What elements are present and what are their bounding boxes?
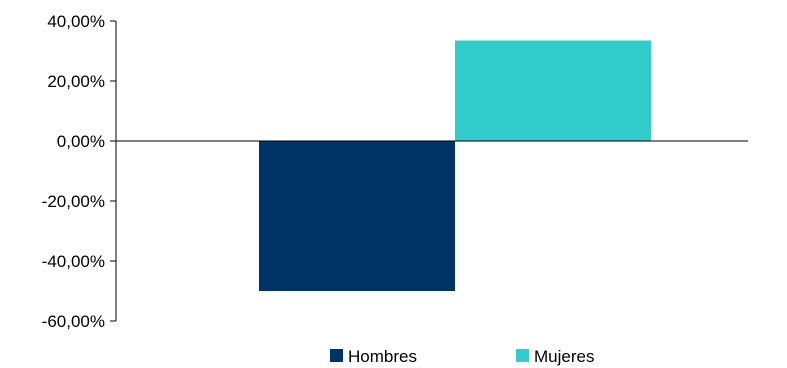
bar-hombres xyxy=(259,141,455,291)
y-tick-label: -40,00% xyxy=(42,252,105,271)
y-tick-labels: 40,00% 20,00% 0,00% -20,00% -40,00% -60,00% xyxy=(42,12,105,331)
y-tick-label: -20,00% xyxy=(42,192,105,211)
y-tick-label: 40,00% xyxy=(47,12,105,31)
y-tick-label: -60,00% xyxy=(42,312,105,331)
legend-swatch-mujeres xyxy=(516,349,529,362)
y-axis xyxy=(110,20,117,322)
bars xyxy=(259,40,651,291)
bar-mujeres xyxy=(455,40,651,141)
y-tick-label: 0,00% xyxy=(57,132,105,151)
legend-swatch-hombres xyxy=(330,349,343,362)
legend-label-hombres: Hombres xyxy=(348,347,417,366)
legend: Hombres Mujeres xyxy=(330,347,594,366)
legend-label-mujeres: Mujeres xyxy=(534,347,594,366)
y-tick-label: 20,00% xyxy=(47,72,105,91)
